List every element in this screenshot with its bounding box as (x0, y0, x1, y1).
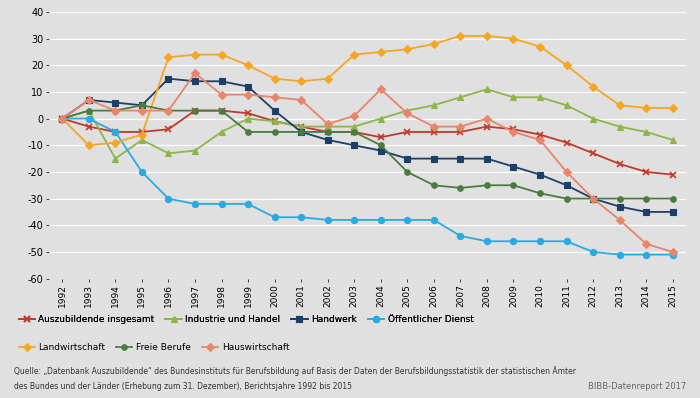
Text: BIBB-Datenreport 2017: BIBB-Datenreport 2017 (588, 382, 686, 391)
Legend: Landwirtschaft, Freie Berufe, Hauswirtschaft: Landwirtschaft, Freie Berufe, Hauswirtsc… (18, 343, 289, 352)
Legend: Auszubildende insgesamt, Industrie und Handel, Handwerk, Öffentlicher Dienst: Auszubildende insgesamt, Industrie und H… (18, 315, 473, 324)
Text: Quelle: „Datenbank Auszubildende“ des Bundesinstituts für Berufsbildung auf Basi: Quelle: „Datenbank Auszubildende“ des Bu… (14, 366, 576, 376)
Text: des Bundes und der Länder (Erhebung zum 31. Dezember), Berichtsjahre 1992 bis 20: des Bundes und der Länder (Erhebung zum … (14, 382, 352, 391)
